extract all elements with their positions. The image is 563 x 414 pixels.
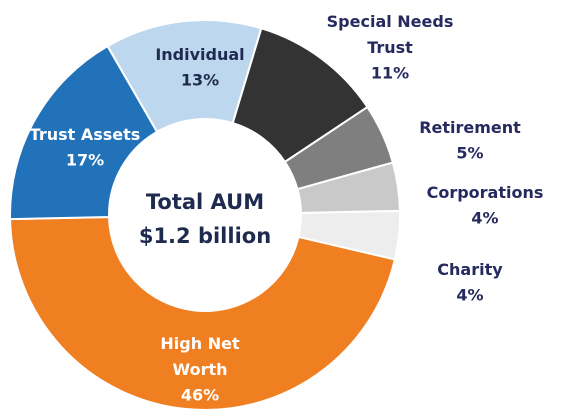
value-label: 11%: [371, 64, 409, 83]
slice-label: High Net Worth: [160, 334, 240, 379]
slice-label: Charity: [437, 260, 503, 279]
slice-label: Retirement: [419, 118, 521, 137]
value-label: 4%: [471, 209, 498, 228]
slice-label: Trust Assets: [30, 125, 141, 144]
value-label: 46%: [181, 386, 219, 405]
value-label: 17%: [66, 151, 104, 170]
slice-label: Corporations: [427, 183, 544, 202]
value-label: 5%: [456, 144, 483, 163]
center-text: Total AUM: [146, 190, 264, 214]
value-label: 4%: [456, 286, 483, 305]
slice-label: Special Needs Trust: [327, 12, 454, 57]
center-text: $1.2 billion: [139, 224, 271, 248]
slice-label: Individual: [155, 45, 244, 64]
donut-hole: [109, 119, 301, 311]
value-label: 13%: [181, 71, 219, 90]
